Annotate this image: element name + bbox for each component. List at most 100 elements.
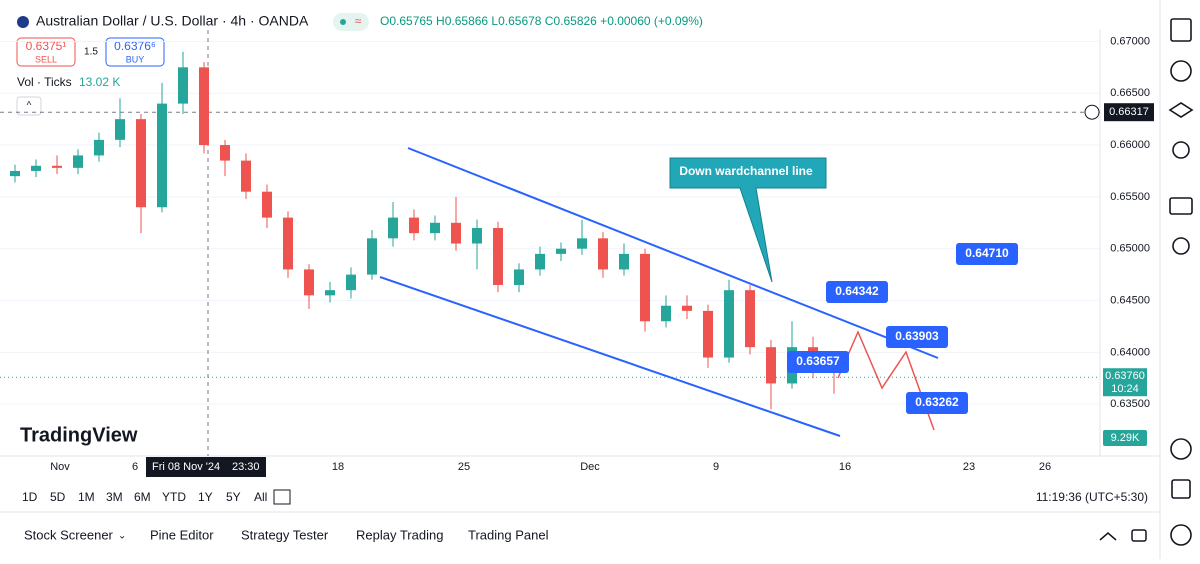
candle-body bbox=[199, 67, 209, 146]
date-label: 6 bbox=[132, 461, 138, 473]
broadcast-icon[interactable] bbox=[1172, 237, 1190, 255]
candle-body bbox=[493, 227, 503, 285]
candle-body bbox=[283, 217, 293, 270]
candle-body bbox=[241, 160, 251, 192]
collapse-panel[interactable] bbox=[1099, 532, 1117, 541]
crosshair-date-box bbox=[146, 457, 266, 477]
panel-tab[interactable]: Replay Trading bbox=[356, 527, 443, 542]
candle-body bbox=[661, 305, 671, 322]
buy-button[interactable] bbox=[105, 37, 165, 67]
candle-body bbox=[115, 119, 125, 140]
ohlc: O0.65765 H0.65866 L0.65678 C0.65826 +0.0… bbox=[380, 14, 703, 28]
countdown: 10:24 bbox=[1111, 383, 1139, 395]
layers-icon[interactable] bbox=[1168, 102, 1194, 118]
status-dot bbox=[340, 19, 346, 25]
price-tick-label: 0.66500 bbox=[1110, 87, 1150, 99]
candle-body bbox=[367, 238, 377, 275]
range-button[interactable]: 5D bbox=[50, 490, 66, 504]
callout-text: Down wardchannel line bbox=[679, 164, 813, 178]
date-range-icon[interactable] bbox=[273, 489, 291, 505]
candle-body bbox=[598, 238, 608, 270]
candle-body bbox=[220, 145, 230, 161]
crosshair-time: 23:30 bbox=[232, 461, 260, 473]
watchlist-icon[interactable] bbox=[1170, 18, 1192, 42]
range-button[interactable]: YTD bbox=[162, 490, 186, 504]
maximize-panel[interactable] bbox=[1131, 529, 1147, 542]
volume-scale-label: 9.29K bbox=[1111, 432, 1140, 444]
candle-body bbox=[556, 248, 566, 254]
level-label: 0.64342 bbox=[835, 284, 879, 298]
clock: 11:19:36 (UTC+5:30) bbox=[1036, 490, 1148, 504]
candle-body bbox=[577, 238, 587, 249]
price-tick-label: 0.67000 bbox=[1110, 35, 1150, 47]
level-box bbox=[956, 243, 1018, 265]
range-button[interactable]: 1Y bbox=[198, 490, 213, 504]
add-level-button[interactable] bbox=[1084, 104, 1100, 120]
candle-body bbox=[10, 170, 20, 177]
buy-label: BUY bbox=[126, 54, 145, 64]
level-box bbox=[906, 392, 968, 414]
calendar-icon[interactable] bbox=[1171, 479, 1191, 499]
range-button[interactable]: 3M bbox=[106, 490, 123, 504]
panel-tab[interactable]: Strategy Tester bbox=[241, 527, 329, 542]
crosshair-price: 0.66317 bbox=[1109, 106, 1149, 118]
price-tick-label: 0.64000 bbox=[1110, 346, 1150, 358]
candle-body bbox=[388, 217, 398, 239]
help-icon[interactable] bbox=[1170, 524, 1192, 546]
price-tick-label: 0.65000 bbox=[1110, 243, 1150, 255]
candle-body bbox=[325, 290, 335, 296]
status-icon: ≈ bbox=[355, 14, 362, 28]
right-toolbar bbox=[1168, 18, 1194, 546]
range-button[interactable]: 6M bbox=[134, 490, 151, 504]
range-button[interactable]: 1M bbox=[78, 490, 95, 504]
level-box bbox=[787, 351, 849, 373]
price-tick-label: 0.63500 bbox=[1110, 398, 1150, 410]
level-label: 0.63903 bbox=[895, 329, 939, 343]
range-button[interactable]: All bbox=[254, 490, 267, 504]
candle-body bbox=[703, 310, 713, 358]
date-label: 18 bbox=[332, 461, 344, 473]
date-label: 25 bbox=[458, 461, 470, 473]
collapse-icon: ^ bbox=[27, 101, 32, 112]
level-label: 0.63262 bbox=[915, 395, 959, 409]
ideas-icon[interactable] bbox=[1172, 141, 1190, 159]
candle-body bbox=[178, 67, 188, 104]
date-label: Nov bbox=[50, 461, 70, 473]
callout-box bbox=[669, 157, 827, 283]
channel-line bbox=[407, 147, 939, 359]
crosshair-date: Fri 08 Nov '24 bbox=[152, 461, 220, 473]
candle-body bbox=[640, 253, 650, 322]
collapse-button[interactable] bbox=[16, 96, 42, 116]
panel-tab[interactable]: Stock Screener bbox=[24, 527, 114, 542]
dashboard-icon[interactable] bbox=[1170, 438, 1192, 460]
flag-icon bbox=[17, 16, 29, 28]
panel-tab[interactable]: Pine Editor bbox=[150, 527, 214, 542]
symbol-title[interactable]: Australian Dollar / U.S. Dollar · 4h · O… bbox=[36, 13, 309, 29]
panel-tab[interactable]: Trading Panel bbox=[468, 527, 549, 542]
sell-button[interactable] bbox=[16, 37, 76, 67]
projection-line bbox=[837, 330, 935, 431]
level-box bbox=[886, 326, 948, 348]
candle-body bbox=[409, 217, 419, 234]
logo: TradingView bbox=[20, 424, 138, 446]
chat-icon[interactable] bbox=[1169, 197, 1193, 215]
range-button[interactable]: 5Y bbox=[226, 490, 241, 504]
crosshair-price-box bbox=[1104, 103, 1154, 122]
level-label: 0.63657 bbox=[796, 354, 840, 368]
candle-body bbox=[94, 139, 104, 156]
candle-body bbox=[304, 269, 314, 296]
price-tick-label: 0.66000 bbox=[1110, 139, 1150, 151]
sell-price: 0.6375¹ bbox=[26, 39, 67, 53]
level-box bbox=[826, 281, 888, 303]
candle-body bbox=[766, 347, 776, 384]
candle-body bbox=[451, 222, 461, 244]
dropdown-icon: ⌄ bbox=[118, 531, 126, 542]
candle-body bbox=[52, 165, 62, 168]
candle-body bbox=[724, 290, 734, 358]
status-pill bbox=[333, 13, 369, 31]
alert-icon[interactable] bbox=[1170, 60, 1192, 82]
buy-price: 0.6376⁶ bbox=[114, 39, 156, 53]
price-tick-label: 0.65500 bbox=[1110, 191, 1150, 203]
range-button[interactable]: 1D bbox=[22, 490, 38, 504]
